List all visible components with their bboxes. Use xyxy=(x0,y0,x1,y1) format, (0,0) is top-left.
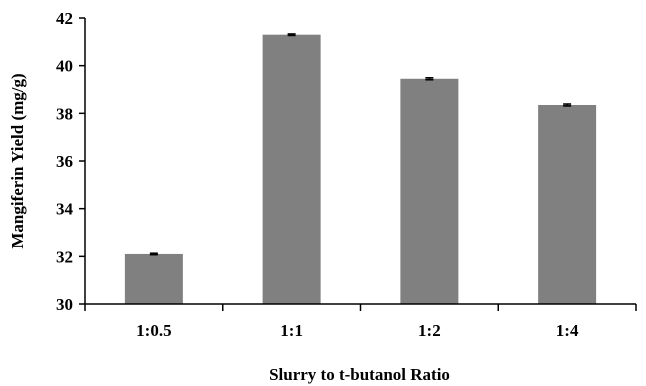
y-axis-title: Mangiferin Yield (mg/g) xyxy=(8,73,27,248)
bar-1-2 xyxy=(400,78,459,305)
x-axis-title: Slurry to t-butanol Ratio xyxy=(269,365,450,384)
y-tick-label: 32 xyxy=(56,247,73,266)
x-tick-label: 1:4 xyxy=(556,321,579,340)
y-tick-label: 42 xyxy=(56,9,73,28)
y-tick-label: 30 xyxy=(56,295,73,314)
error-bar xyxy=(425,77,434,81)
bars-layer xyxy=(124,34,597,305)
bar-1-0.5 xyxy=(124,253,183,304)
bar-1-1 xyxy=(262,34,321,304)
error-bar xyxy=(563,103,572,107)
y-tick-label: 40 xyxy=(56,57,73,76)
y-ticks-layer: 30 32 34 36 38 40 42 xyxy=(56,9,85,314)
x-tick-label: 1:1 xyxy=(280,321,303,340)
x-tick-label: 1:0.5 xyxy=(136,321,171,340)
x-tick-label: 1:2 xyxy=(418,321,441,340)
x-ticks-layer: 1:0.5 1:1 1:2 1:4 xyxy=(84,304,637,340)
error-bar xyxy=(149,252,158,256)
y-tick-label: 36 xyxy=(56,152,73,171)
error-bar xyxy=(287,33,296,37)
bar-1-4 xyxy=(538,104,597,304)
error-bars-layer xyxy=(149,33,572,256)
y-tick-label: 34 xyxy=(56,200,74,219)
y-tick-label: 38 xyxy=(56,104,73,123)
